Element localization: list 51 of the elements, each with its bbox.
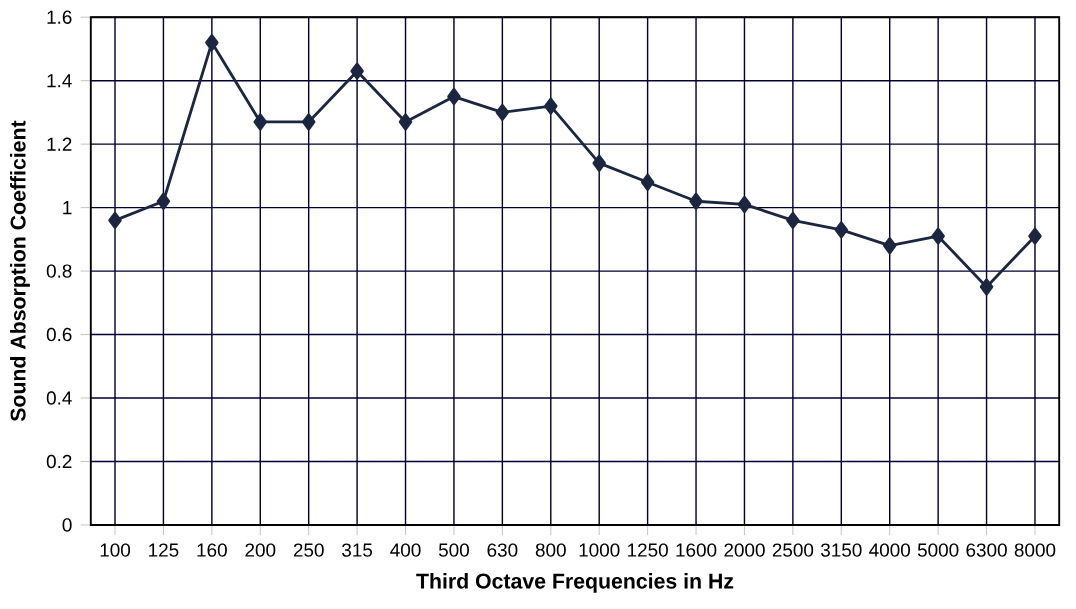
point — [689, 192, 703, 210]
y-tick-label: 1.4 — [47, 74, 72, 88]
point — [205, 34, 219, 52]
point — [931, 227, 945, 245]
x-tick-label: 2500 — [772, 543, 814, 557]
point — [737, 195, 752, 213]
y-tick-label: 0 — [62, 518, 72, 532]
x-tick-label: 3150 — [820, 543, 862, 557]
x-tick-label: 4000 — [869, 543, 911, 557]
y-axis-title: Sound Absorption Coefficient — [10, 120, 30, 422]
point — [398, 113, 413, 131]
point — [882, 237, 897, 255]
point — [156, 192, 171, 210]
y-tick-label: 1.2 — [47, 137, 72, 151]
point — [350, 62, 364, 80]
x-tick-label: 400 — [390, 543, 421, 557]
point — [834, 221, 849, 239]
x-tick-label: 630 — [487, 543, 518, 557]
point — [786, 211, 800, 229]
x-axis-title: Third Octave Frequencies in Hz — [416, 573, 734, 593]
x-tick-label: 200 — [245, 543, 276, 557]
y-tick-label: 0.6 — [46, 327, 72, 342]
point — [108, 211, 122, 229]
point — [253, 113, 267, 131]
y-tick-label: 0.2 — [46, 454, 72, 469]
x-tick-label: 125 — [149, 543, 179, 557]
x-tick-label: 1250 — [628, 543, 668, 557]
x-tick-label: 5000 — [917, 543, 959, 557]
x-tick-label: 1000 — [579, 543, 620, 557]
point — [447, 88, 461, 106]
x-tick-label: 315 — [342, 543, 373, 557]
point — [301, 113, 316, 131]
x-tick-label: 1600 — [676, 543, 717, 557]
point — [544, 97, 558, 115]
x-tick-label: 6300 — [966, 543, 1007, 557]
x-tick-label: 250 — [293, 543, 324, 557]
x-tick-label: 2000 — [724, 543, 765, 557]
x-tick-label: 500 — [438, 543, 469, 557]
point — [592, 154, 606, 172]
point — [495, 103, 510, 121]
y-tick-label: 1.6 — [47, 10, 72, 24]
point — [979, 278, 994, 296]
x-tick-label: 800 — [535, 543, 566, 557]
x-tick-label: 160 — [197, 543, 227, 557]
point — [1028, 227, 1042, 245]
point — [640, 173, 655, 191]
y-tick-label: 1 — [63, 201, 72, 215]
y-tick-label: 0.4 — [46, 391, 72, 405]
x-tick-label: 8000 — [1014, 543, 1056, 557]
x-tick-label: 100 — [100, 543, 131, 557]
y-tick-label: 0.8 — [46, 264, 72, 278]
